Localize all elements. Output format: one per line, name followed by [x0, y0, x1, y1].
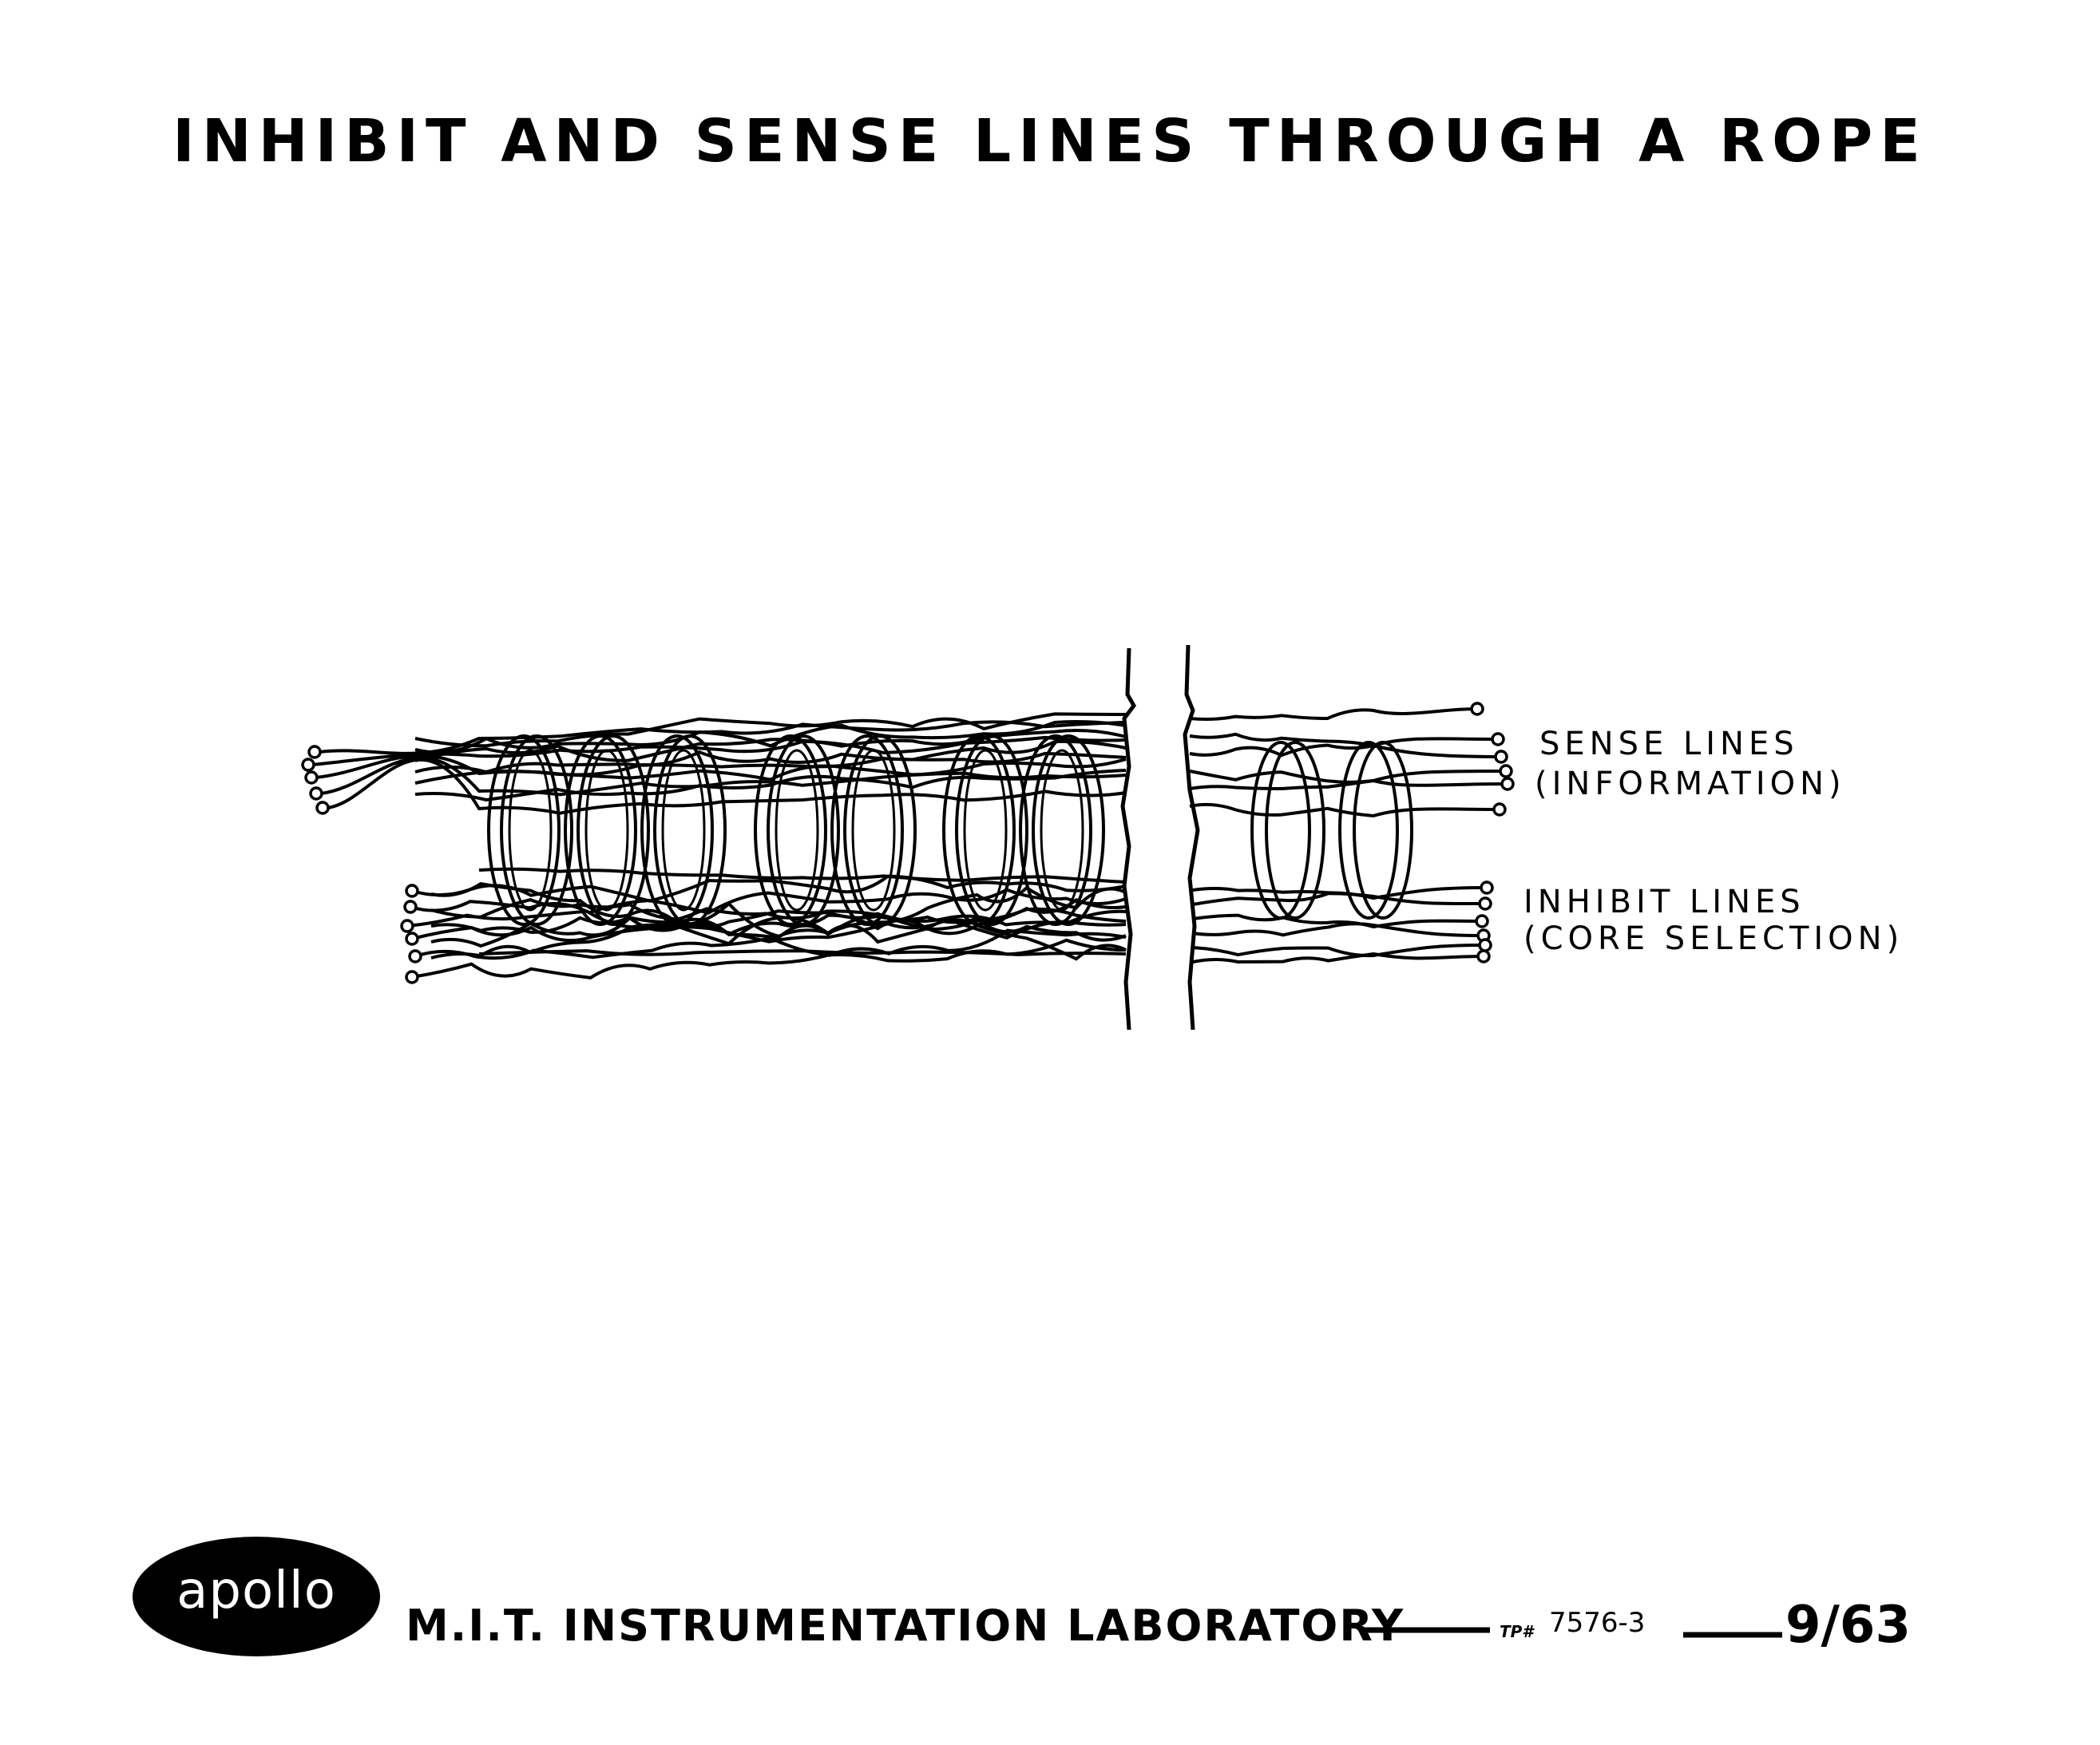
terminal-inhibit-left-0	[405, 884, 419, 898]
core-right-0	[1250, 741, 1325, 920]
break-line-right	[1183, 644, 1200, 1031]
sense-wire-left-0	[319, 720, 1127, 755]
apollo-logo: apollo	[133, 1537, 380, 1656]
core-inner-5	[963, 749, 1008, 912]
terminal-inhibit-right-1	[1478, 896, 1492, 911]
sense-wire-right-5	[1189, 802, 1500, 818]
core-inner-4	[851, 749, 896, 912]
core-outer-front-4	[843, 734, 917, 926]
core-inner-2	[661, 749, 706, 912]
inhibit-wire-right-2	[1192, 913, 1483, 929]
terminal-inhibit-right-2	[1475, 914, 1489, 928]
core-right-back-1	[1338, 741, 1399, 920]
core-2	[640, 734, 727, 926]
terminal-inhibit-right-5	[1476, 949, 1491, 964]
core-3	[754, 734, 840, 926]
core-1	[564, 734, 650, 926]
core-outer-back-4	[830, 734, 904, 926]
terminal-sense-right-0	[1470, 702, 1484, 716]
core-outer-front-6	[1032, 734, 1105, 926]
core-6	[1019, 734, 1105, 926]
sense-wire-right-0	[1189, 707, 1478, 722]
rope-break-lines	[1120, 644, 1200, 1031]
terminal-sense-right-2	[1494, 750, 1508, 764]
core-outer-back-2	[640, 734, 714, 926]
inhibit-wire-left-5	[411, 938, 1127, 979]
sense-wire-right-1	[1189, 732, 1499, 748]
core-right-back-0	[1250, 741, 1311, 920]
core-4	[830, 734, 917, 926]
sense-wire-top-2	[414, 729, 1127, 762]
inhibit-wire-right-4	[1192, 944, 1486, 958]
inhibit-wire-right-5	[1192, 952, 1484, 964]
terminal-inhibit-right-0	[1480, 880, 1494, 895]
terminal-sense-right-4	[1500, 777, 1515, 791]
core-outer-back-5	[942, 734, 1016, 926]
inhibit-lines-sublabel: (CORE SELECTION)	[1523, 920, 1904, 957]
inhibit-wire-upper-a	[478, 867, 1127, 884]
sense-lines-sublabel: (INFORMATION)	[1535, 766, 1846, 802]
core-outer-back-1	[564, 734, 637, 926]
wire-bundle	[312, 707, 1508, 979]
terminal-inhibit-right-4	[1478, 938, 1492, 952]
terminal-sense-left-0	[307, 745, 322, 759]
footer-lab-name: M.I.T. INSTRUMENTATION LABORATORY	[406, 1601, 1405, 1651]
inhibit-wire-cross-3	[430, 898, 1127, 948]
inhibit-lines-label: INHIBIT LINES	[1523, 884, 1805, 920]
core-outer-back-0	[487, 734, 561, 926]
terminal-sense-right-3	[1499, 764, 1513, 778]
core-0	[487, 734, 573, 926]
terminal-sense-left-4	[315, 801, 330, 815]
terminal-inhibit-left-5	[405, 970, 419, 984]
core-inner-6	[1040, 749, 1084, 912]
sense-wire-right-2	[1189, 743, 1502, 758]
inhibit-wire-left-3	[411, 917, 1127, 944]
core-outer-front-2	[653, 734, 727, 926]
terminal-sense-right-5	[1492, 802, 1507, 817]
sense-wire-top-5	[414, 769, 1127, 802]
terminal-sense-left-3	[309, 786, 323, 801]
core-outer-front-1	[577, 734, 650, 926]
core-inner-1	[584, 749, 629, 912]
terminal-inhibit-left-3	[405, 932, 419, 946]
core-rings	[487, 734, 1413, 926]
sense-lines-label: SENSE LINES	[1539, 726, 1799, 762]
terminal-inhibit-left-4	[408, 949, 422, 964]
core-outer-back-3	[754, 734, 827, 926]
terminal-sense-right-1	[1491, 732, 1505, 746]
core-outer-back-6	[1019, 734, 1092, 926]
core-outer-front-3	[767, 734, 840, 926]
core-inner-3	[775, 749, 819, 912]
core-inner-0	[508, 749, 553, 912]
footer-date: 9/63	[1785, 1596, 1911, 1655]
core-5	[942, 734, 1028, 926]
apollo-logo-text: apollo	[176, 1561, 336, 1620]
core-right-front-1	[1353, 741, 1413, 920]
break-line-left	[1120, 647, 1136, 1031]
sense-wire-top-3	[414, 739, 1127, 774]
core-outer-front-0	[500, 734, 573, 926]
terminal-sense-left-1	[301, 758, 315, 772]
wire-terminals	[301, 702, 1515, 984]
terminal-inhibit-left-1	[403, 900, 418, 914]
core-right-front-0	[1265, 741, 1325, 920]
footer-tp-number: 7576-3	[1549, 1607, 1646, 1639]
core-right-1	[1338, 741, 1413, 920]
inhibit-wire-bottom-a	[478, 949, 1127, 956]
terminal-sense-left-2	[304, 770, 319, 785]
core-outer-front-5	[955, 734, 1028, 926]
inhibit-wire-right-1	[1192, 892, 1486, 906]
terminal-inhibit-left-2	[400, 919, 414, 933]
diagram-title: INHIBIT AND SENSE LINES THROUGH A ROPE	[172, 107, 1928, 176]
inhibit-wire-right-3	[1192, 922, 1484, 937]
sense-wire-left-1	[312, 735, 1127, 766]
sense-wire-left-4	[327, 758, 1127, 815]
footer-tp-prefix: TP#	[1500, 1622, 1534, 1641]
